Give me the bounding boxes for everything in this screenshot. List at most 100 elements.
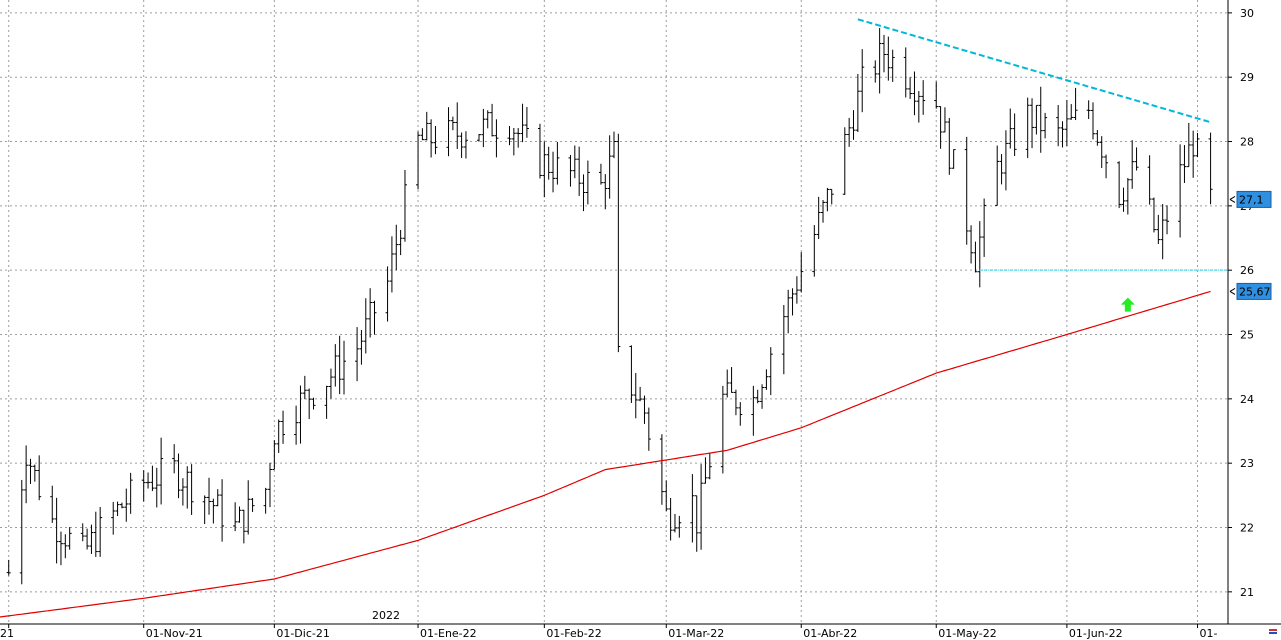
ohlc-bar	[455, 102, 460, 149]
ohlc-bar	[450, 116, 455, 131]
ohlc-bar	[703, 457, 708, 484]
ohlc-bar	[1186, 122, 1191, 168]
ohlc-bar	[28, 458, 33, 484]
price-label-text: 25,67	[1239, 285, 1271, 298]
ohlc-bar	[429, 119, 434, 158]
ohlc-bar	[324, 385, 329, 419]
ohlc-bar	[616, 133, 621, 353]
ohlc-bar	[947, 117, 952, 175]
ohlc-bar	[241, 509, 246, 544]
ohlc-bar	[729, 367, 734, 393]
ohlc-bar	[281, 410, 286, 444]
ohlc-bar	[903, 47, 908, 98]
ohlc-bar	[490, 103, 495, 137]
ohlc-bar	[542, 141, 547, 198]
ohlc-bar	[786, 289, 791, 334]
ohlc-bar	[725, 369, 730, 398]
ohlc-bar	[89, 524, 94, 554]
x-tick-label: 01-Mar-22	[668, 627, 724, 640]
ohlc-bar	[1121, 187, 1126, 212]
ohlc-bar	[477, 134, 482, 142]
ohlc-bar	[294, 405, 299, 445]
ohlc-bar	[799, 252, 804, 293]
ohlc-bar	[32, 464, 37, 482]
ohlc-bar	[420, 128, 425, 141]
ohlc-bar	[951, 149, 956, 169]
ohlc-bar	[50, 485, 55, 523]
ohlc-bar	[328, 368, 333, 399]
ohlc-bar	[942, 107, 947, 133]
ohlc-bar	[80, 523, 85, 542]
ohlc-bar	[938, 106, 943, 149]
ohlc-bar	[211, 498, 216, 524]
ohlc-bar	[180, 478, 185, 506]
y-tick-label: 28	[1240, 136, 1254, 149]
ohlc-bar	[1069, 104, 1074, 120]
ohlc-bar	[912, 71, 917, 116]
ohlc-bar	[551, 151, 556, 193]
ohlc-bar	[577, 146, 582, 196]
ohlc-bar	[233, 502, 238, 532]
ohlc-bar	[58, 531, 63, 566]
ohlc-bar	[821, 200, 826, 223]
ohlc-bar	[751, 385, 756, 436]
x-tick-label: 01-Ene-22	[420, 627, 477, 640]
ohlc-bar	[934, 81, 939, 109]
ohlc-bar	[999, 154, 1004, 185]
ohlc-bar	[1073, 87, 1078, 121]
ohlc-bars	[6, 27, 1213, 585]
resistance-trendline	[857, 18, 1211, 124]
ohlc-bar	[982, 198, 987, 257]
ohlc-bar	[860, 49, 865, 113]
ohlc-bar	[220, 479, 225, 542]
ohlc-bar	[394, 224, 399, 271]
ohlc-bar	[1195, 132, 1200, 158]
ohlc-bar	[516, 128, 521, 148]
x-tick-label: 01-	[1200, 627, 1218, 640]
x-tick-label: 01-Nov-21	[146, 627, 203, 640]
ohlc-bar	[302, 375, 307, 400]
ohlc-bar	[908, 77, 913, 99]
ohlc-bar	[1130, 140, 1135, 189]
up-arrow-icon	[1120, 297, 1135, 312]
ohlc-bar	[433, 126, 438, 155]
y-tick-label: 25	[1240, 329, 1254, 342]
ohlc-bar	[159, 437, 164, 505]
ohlc-bar	[1117, 161, 1122, 209]
ohlc-bar	[494, 119, 499, 158]
ohlc-bar	[995, 145, 1000, 206]
ohlc-bar	[333, 344, 338, 387]
ohlc-bar	[855, 73, 860, 133]
ohlc-bar	[1064, 100, 1069, 147]
ohlc-bar	[1156, 214, 1161, 244]
ohlc-bar	[629, 345, 634, 403]
ohlc-bar	[755, 389, 760, 404]
ohlc-bar	[1003, 130, 1008, 191]
x-tick-label: 01-May-22	[938, 627, 996, 640]
ohlc-bar	[842, 127, 847, 195]
price-label: 27,1	[1229, 190, 1272, 208]
ohlc-bar	[1134, 147, 1139, 171]
ohlc-bar	[1043, 112, 1048, 139]
ohlc-bar	[572, 145, 577, 179]
ohlc-bar	[1095, 129, 1100, 146]
ohlc-bar	[267, 462, 272, 508]
x-tick-label: 01-Feb-22	[546, 627, 601, 640]
ohlc-bar	[311, 397, 316, 410]
ohlc-bar	[1099, 136, 1104, 168]
y-tick-label: 21	[1240, 586, 1254, 599]
ohlc-bar	[359, 329, 364, 365]
ohlc-bar	[612, 131, 616, 159]
ohlc-bar	[263, 487, 268, 514]
ohlc-bar	[720, 385, 725, 474]
x-tick-label: 21	[0, 627, 14, 640]
ohlc-bar	[363, 298, 368, 354]
ohlc-bar	[664, 480, 669, 512]
ohlc-bar	[555, 141, 560, 185]
ohlc-bar	[829, 188, 834, 205]
ohlc-bar	[98, 506, 103, 557]
x-tick-label: 01-Dic-21	[276, 627, 330, 640]
x-tick-label: 01-Abr-22	[803, 627, 857, 640]
moving-average-line	[0, 290, 1211, 618]
ohlc-bar	[355, 327, 360, 382]
